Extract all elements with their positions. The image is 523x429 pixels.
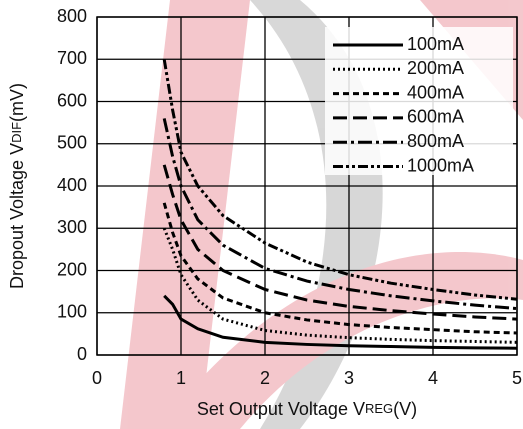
y-axis-label: Dropout Voltage VDIF(mV)	[7, 83, 27, 289]
series-line	[162, 227, 518, 344]
legend: 100mA 200mA 400mA 600mA 800mA 1000mA	[325, 27, 513, 175]
legend-label: 800mA	[407, 131, 464, 151]
x-axis-label-main: Set Output Voltage V	[197, 399, 365, 419]
y-tick-label: 600	[57, 90, 87, 110]
y-axis-label-sub: DIF	[9, 122, 24, 143]
legend-box	[325, 27, 513, 175]
x-axis-label-sub: REG	[365, 401, 393, 416]
y-tick-label: 800	[57, 6, 87, 26]
x-axis-label-unit: (V)	[393, 399, 417, 419]
x-tick-label: 4	[428, 368, 438, 388]
y-tick-label: 400	[57, 175, 87, 195]
legend-label: 200mA	[407, 58, 464, 78]
x-tick-label: 2	[260, 368, 270, 388]
y-tick-label: 100	[57, 302, 87, 322]
series-line	[162, 59, 518, 301]
x-tick-label: 1	[176, 368, 186, 388]
x-tick-label: 3	[344, 368, 354, 388]
y-tick-label: 300	[57, 217, 87, 237]
x-tick-label: 5	[512, 368, 522, 388]
y-tick-label: 200	[57, 259, 87, 279]
legend-label: 1000mA	[407, 155, 474, 175]
y-tick-label: 500	[57, 133, 87, 153]
y-axis-label-main: Dropout Voltage V	[7, 143, 27, 289]
series-line	[162, 118, 518, 311]
legend-label: 600mA	[407, 107, 464, 127]
y-tick-label: 0	[77, 344, 87, 364]
series-line	[162, 202, 518, 335]
series-line	[162, 164, 518, 321]
x-axis-label: Set Output Voltage VREG(V)	[197, 399, 417, 419]
y-tick-label: 700	[57, 48, 87, 68]
legend-label: 100mA	[407, 34, 464, 54]
series-line	[163, 294, 518, 350]
plot-frame	[96, 16, 518, 356]
legend-label: 400mA	[407, 82, 464, 102]
x-tick-label: 0	[92, 368, 102, 388]
y-axis-label-unit: (mV)	[7, 83, 27, 122]
